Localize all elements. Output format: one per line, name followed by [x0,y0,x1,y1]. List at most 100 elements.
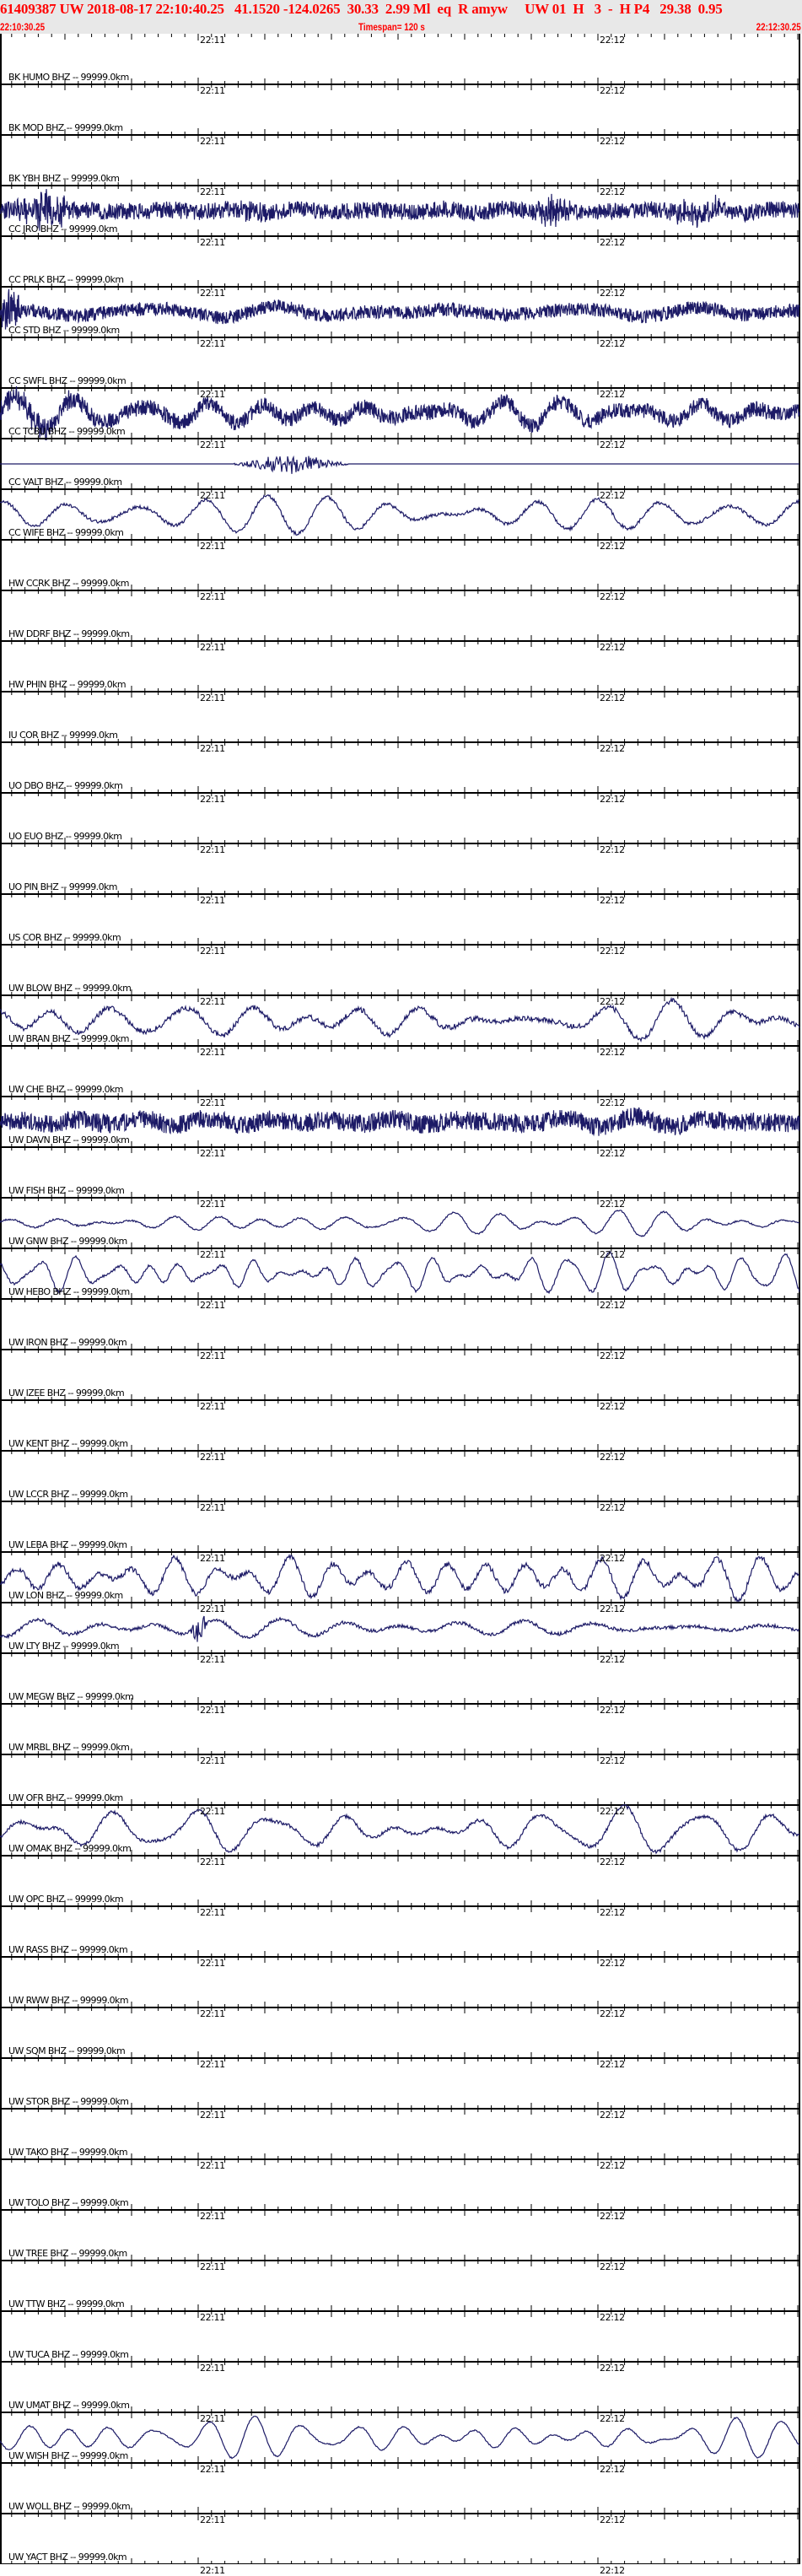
minute-label: 22:12 [600,895,625,906]
minute-label: 22:12 [600,1857,625,1867]
channel-label: UW TUCA BHZ -- 99999.0km [8,2349,129,2360]
minute-label: 22:12 [600,2514,625,2525]
minute-label: 22:12 [600,2363,625,2374]
channel-axis-ticks [11,1090,799,1103]
channel-axis-ticks [11,2507,799,2520]
channel-label: UW RWW BHZ -- 99999.0km [8,1995,129,2006]
channel-axis-ticks [11,2355,799,2369]
minute-label: 22:12 [600,1097,625,1108]
channel-axis-ticks [11,1950,799,1964]
minute-label: 22:12 [600,2565,625,2576]
minute-label: 22:12 [600,338,625,349]
channel-axis-ticks [11,2557,799,2564]
minute-label: 22:11 [200,2110,225,2121]
minute-label: 22:11 [200,1958,225,1969]
channel-axis-ticks [11,2254,799,2267]
channel-label: UO DBO BHZ -- 99999.0km [8,780,123,791]
minute-label: 22:12 [600,1047,625,1058]
minute-label: 22:12 [600,1654,625,1665]
waveform-trace [0,1107,800,1137]
minute-label: 22:11 [200,794,225,805]
channel-label: UW LEBA BHZ -- 99999.0km [8,1539,127,1550]
channel-label: UW OPC BHZ -- 99999.0km [8,1894,124,1905]
minute-label: 22:11 [200,1553,225,1564]
channel-axis-ticks [11,2001,799,2014]
channel-label: BK HUMO BHZ -- 99999.0km [8,72,129,83]
minute-label: 22:11 [200,2565,225,2576]
minute-label: 22:12 [600,844,625,855]
minute-label: 22:11 [200,743,225,754]
channel-axis-ticks [11,432,799,445]
channel-axis-ticks [11,1242,799,1255]
minute-label: 22:12 [600,136,625,147]
channel-axis-ticks [11,2456,799,2470]
minute-label: 22:11 [200,2008,225,2019]
minute-label: 22:12 [600,1806,625,1817]
channel-label: CC PRLK BHZ -- 99999.0km [8,274,124,285]
minute-label: 22:12 [600,1705,625,1716]
channel-axis-ticks [11,938,799,951]
channel-axis-ticks [11,2051,799,2065]
timespan: Timespan= 120 s [358,21,425,33]
channel-axis-ticks [11,1495,799,1508]
minute-label: 22:12 [600,743,625,754]
channel-label: UW IRON BHZ -- 99999.0km [8,1337,127,1348]
channel-label: UW LON BHZ -- 99999.0km [8,1590,123,1601]
event-summary: 61409387 UW 2018-08-17 22:10:40.25 41.15… [0,1,723,17]
channel-label: HW DDRF BHZ -- 99999.0km [8,628,130,639]
minute-label: 22:12 [600,237,625,248]
waveform-trace [0,1210,800,1237]
channel-label: UW OFR BHZ -- 99999.0km [8,1792,123,1803]
minute-label: 22:11 [200,693,225,703]
minute-label: 22:11 [200,1097,225,1108]
waveform-trace [0,385,800,441]
waveform-trace [0,996,800,1043]
minute-label: 22:11 [200,1755,225,1766]
minute-label: 22:11 [200,85,225,96]
minute-label: 22:12 [600,591,625,602]
minute-label: 22:11 [200,237,225,248]
channel-label: CC JRO BHZ -- 99999.0km [8,224,118,234]
channel-axis-ticks [11,887,799,901]
minute-label: 22:12 [600,490,625,501]
channel-label: UW CHE BHZ -- 99999.0km [8,1084,123,1095]
minute-label: 22:11 [200,2211,225,2222]
minute-label: 22:11 [200,389,225,400]
minute-label: 22:12 [600,1199,625,1210]
minute-label: 22:11 [200,1249,225,1260]
channel-label: UW KENT BHZ -- 99999.0km [8,1438,128,1449]
minute-label: 22:11 [200,1350,225,1361]
minute-label: 22:11 [200,996,225,1007]
channel-label: CC SWFL BHZ -- 99999.0km [8,375,126,386]
channel-label: UW WOLL BHZ -- 99999.0km [8,2501,131,2512]
channel-label: UW WISH BHZ -- 99999.0km [8,2450,128,2461]
channel-label: UW DAVN BHZ -- 99999.0km [8,1134,130,1145]
channel-axis-ticks [11,179,799,192]
channel-axis-ticks [11,2102,799,2115]
channel-axis-ticks [11,482,799,496]
minute-label: 22:12 [600,35,625,46]
waveform-trace [0,1615,800,1642]
channel-axis-ticks [11,584,799,597]
channel-axis-ticks [11,1545,799,1559]
minute-label: 22:11 [200,1199,225,1210]
minute-label: 22:11 [200,35,225,46]
channel-label: CC VALT BHZ -- 99999.0km [8,477,122,488]
minute-label: 22:11 [200,1047,225,1058]
minute-label: 22:11 [200,2464,225,2475]
channel-label: UW STOR BHZ -- 99999.0km [8,2096,129,2107]
channel-label: UW LCCR BHZ -- 99999.0km [8,1489,128,1500]
channel-label: UW RASS BHZ -- 99999.0km [8,1944,128,1955]
channel-axis-ticks [11,1393,799,1407]
minute-label: 22:12 [600,794,625,805]
waveform-trace [0,1553,799,1603]
waveform-trace [0,455,799,474]
event-header: 61409387 UW 2018-08-17 22:10:40.25 41.15… [0,0,802,34]
minute-label: 22:12 [600,1300,625,1311]
minute-label: 22:12 [600,1350,625,1361]
minute-label: 22:11 [200,2363,225,2374]
minute-label: 22:11 [200,338,225,349]
minute-label: 22:12 [600,541,625,552]
channel-label: IU COR BHZ -- 99999.0km [8,730,118,741]
waveform-trace [0,2415,800,2460]
